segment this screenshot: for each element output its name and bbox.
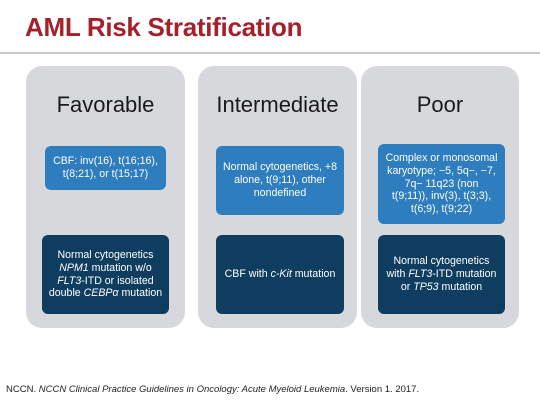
intermediate-cbf-box: CBF with c-Kit mutation <box>216 235 344 314</box>
favorable-normal-line-2: mutation w/o <box>88 261 152 274</box>
poor-complex-line-2: karyotype; −5, 5q−, −7, <box>387 164 496 177</box>
poor-header: Poor <box>416 92 464 117</box>
title-divider <box>0 52 540 54</box>
intermediate-normal-line-3: nondefined <box>253 186 307 199</box>
poor-normal-line-2c: -ITD mutation <box>432 268 497 281</box>
intermediate-cbf-c: mutation <box>291 268 336 281</box>
poor-complex-line-4: t(9;11)), inv(3), t(3;3), <box>391 190 492 203</box>
poor-normal-line-3c: mutation <box>438 280 483 293</box>
intermediate-cbf-a: CBF with <box>224 268 271 281</box>
flt3-gene-poor: FLT3 <box>408 268 433 281</box>
favorable-cbf-box: CBF: inv(16), t(16;16), t(8;21), or t(15… <box>45 146 166 190</box>
poor-complex-line-3: 7q− 11q23 (non <box>404 177 479 190</box>
favorable-normal-cytogenetics-box: Normal cytogenetics NPM1 mutation w/o FL… <box>42 235 169 314</box>
favorable-normal-line-4a: double <box>48 287 84 300</box>
favorable-column: Favorable CBF: inv(16), t(16;16), t(8;21… <box>26 66 185 328</box>
poor-complex-line-5: t(6;9), t(9;22) <box>410 203 473 216</box>
intermediate-normal-box: Normal cytogenetics, +8 alone, t(9;11), … <box>216 146 344 215</box>
poor-column: Poor Complex or monosomal karyotype; −5,… <box>361 66 519 328</box>
npm1-gene: NPM1 <box>59 261 89 274</box>
favorable-normal-line-4c: mutation <box>118 287 163 300</box>
poor-normal-line-2a: with <box>386 268 409 281</box>
poor-normal-line-3a: or <box>400 280 414 293</box>
favorable-normal-line-1: Normal cytogenetics <box>57 248 154 261</box>
poor-normal-cytogenetics-box: Normal cytogenetics with FLT3-ITD mutati… <box>378 235 505 314</box>
intermediate-column: Intermediate Normal cytogenetics, +8 alo… <box>198 66 357 328</box>
intermediate-normal-line-1: Normal cytogenetics, +8 <box>223 161 337 174</box>
ckit-gene: c-Kit <box>270 268 292 281</box>
slide-title: AML Risk Stratification <box>25 12 303 42</box>
cebpa-gene: CEBPα <box>83 287 119 300</box>
citation-title: NCCN Clinical Practice Guidelines in Onc… <box>38 384 346 395</box>
citation: NCCN. NCCN Clinical Practice Guidelines … <box>6 384 419 395</box>
favorable-header: Favorable <box>56 92 155 117</box>
citation-prefix: NCCN. <box>6 384 39 395</box>
favorable-cbf-line-1: CBF: inv(16), t(16;16), <box>53 155 158 168</box>
tp53-gene: TP53 <box>413 280 439 293</box>
favorable-cbf-line-2: t(8;21), or t(15;17) <box>62 168 149 180</box>
intermediate-normal-line-2: alone, t(9;11), other <box>234 174 326 187</box>
poor-normal-line-1: Normal cytogenetics <box>393 255 490 268</box>
intermediate-header: Intermediate <box>216 92 339 117</box>
poor-complex-line-1: Complex or monosomal <box>385 152 498 164</box>
citation-suffix: . Version 1. 2017. <box>345 384 420 395</box>
favorable-normal-line-3: -ITD or isolated <box>81 274 154 287</box>
flt3-gene: FLT3 <box>57 274 82 287</box>
poor-complex-karyotype-box: Complex or monosomal karyotype; −5, 5q−,… <box>378 144 505 224</box>
